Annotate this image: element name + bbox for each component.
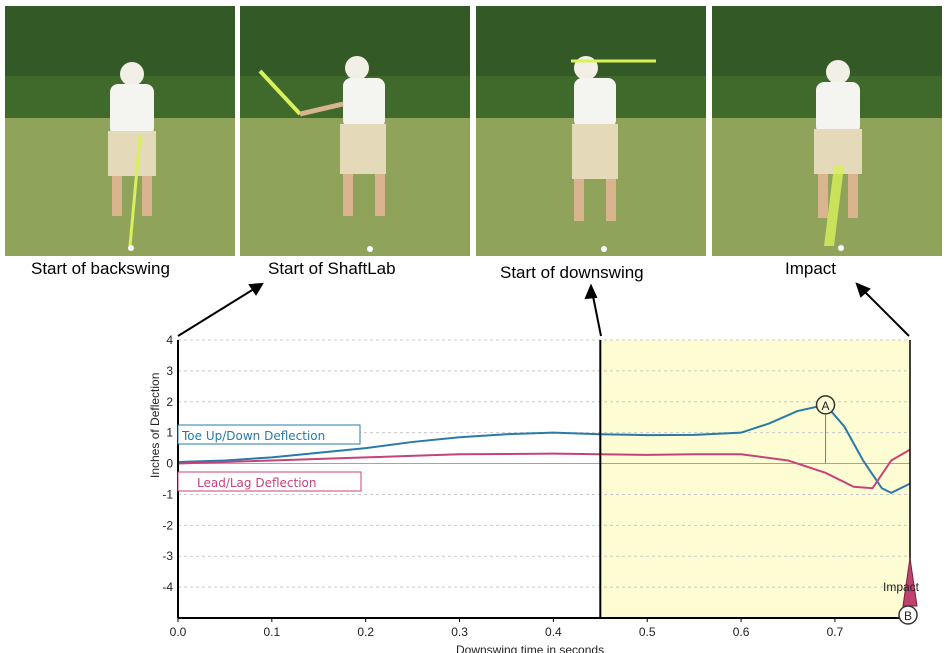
legend-leadlag-box — [177, 471, 362, 492]
x-tick-label: 0.0 — [170, 625, 187, 639]
x-tick-label: 0.7 — [827, 625, 844, 639]
legend-toe-box — [177, 424, 361, 445]
photo-start-of-backswing — [5, 6, 235, 256]
y-tick-label: 4 — [166, 333, 173, 347]
photo-start-of-downswing — [476, 6, 706, 256]
x-tick-label: 0.5 — [639, 625, 656, 639]
x-tick-label: 0.6 — [733, 625, 750, 639]
series-group — [177, 403, 911, 495]
caption-start-of-shaftlab: Start of ShaftLab — [268, 259, 396, 278]
annotations: A B Impact — [815, 395, 920, 625]
caption-impact: Impact — [785, 259, 837, 278]
photo-impact — [712, 6, 942, 256]
y-tick-label: 1 — [166, 426, 173, 440]
y-tick-label: 2 — [166, 395, 173, 409]
highlight-region — [600, 340, 910, 618]
photo-start-of-shaftlab — [240, 6, 470, 256]
y-tick-label: -3 — [162, 549, 173, 563]
legend-toe-label: Toe Up/Down Deflection — [181, 429, 325, 443]
x-tick-label: 0.3 — [451, 625, 468, 639]
arrow-shaftlab — [177, 283, 263, 337]
y-tick-label: 3 — [166, 364, 173, 378]
impact-annotation-label: Impact — [883, 580, 920, 594]
arrow-downswing-head — [584, 283, 598, 300]
x-tick-label: 0.2 — [357, 625, 374, 639]
annotation-b-label: B — [904, 609, 912, 623]
annotation-a-marker — [815, 395, 836, 415]
y-tick-label: -4 — [162, 580, 173, 594]
x-tick-label: 0.1 — [264, 625, 281, 639]
x-axis-label: Downswing time in seconds — [456, 643, 604, 653]
y-tick-label: 0 — [166, 457, 173, 471]
y-axis-label: Inches of Deflection — [148, 373, 162, 478]
annotation-a-label: A — [822, 399, 830, 413]
caption-start-of-backswing: Start of backswing — [31, 259, 170, 278]
series-line-1 — [177, 448, 911, 490]
arrow-impact-head — [855, 282, 871, 298]
ticks: 4 3 2 1 0 -1 -2 -3 -4 0.0 0.1 0.2 0.3 0.4 0.5 0.6 0.7 — [162, 333, 843, 639]
arrow-shaftlab-head — [248, 282, 264, 296]
annotation-b-marker — [898, 605, 918, 625]
series-line-0 — [177, 403, 911, 495]
callout-arrows — [177, 282, 910, 337]
y-tick-label: -2 — [162, 518, 173, 532]
grid — [178, 339, 910, 588]
x-tick-label: 0.4 — [545, 625, 562, 639]
caption-start-of-downswing: Start of downswing — [500, 263, 644, 282]
legend-leadlag-label: Lead/Lag Deflection — [197, 476, 317, 490]
y-tick-label: -1 — [162, 487, 173, 501]
